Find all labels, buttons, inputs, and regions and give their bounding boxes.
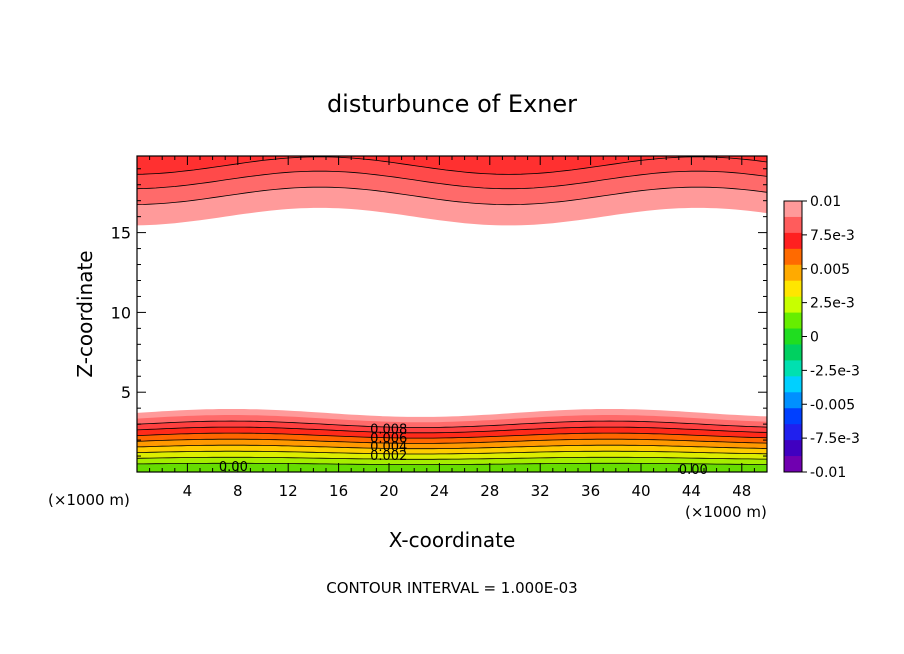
colorbar-label: 2.5e-3 — [810, 296, 855, 312]
y-tick-label: 5 — [121, 383, 131, 402]
colorbar-swatch — [784, 424, 802, 441]
y-tick-label: 10 — [111, 303, 131, 322]
colorbar-swatch — [784, 408, 802, 425]
x-tick-label: 4 — [183, 482, 193, 500]
colorbar-label: -0.005 — [810, 397, 855, 413]
x-tick-label: 16 — [329, 482, 348, 500]
colorbar-swatch — [784, 376, 802, 393]
x-tick-label: 8 — [233, 482, 243, 500]
upper-contour-band — [137, 156, 767, 175]
colorbar-swatch — [784, 344, 802, 361]
axis-ticks — [137, 156, 767, 472]
colorbar-swatch — [784, 328, 802, 345]
x-unit-right: (×1000 m) — [685, 503, 767, 521]
chart-title: disturbunce of Exner — [327, 90, 577, 118]
colorbar: 0.01 7.5e-3 0.005 2.5e-3 0 -2.5e-3 -0.005 -7.5e… — [783, 194, 860, 481]
x-tick-label: 20 — [379, 482, 398, 500]
contour-label: 0.008 — [370, 423, 407, 438]
colorbar-label: 7.5e-3 — [810, 228, 855, 244]
y-tick-label: 15 — [111, 224, 131, 243]
contour-label: 0.006 — [370, 431, 407, 446]
x-tick-label: 24 — [430, 482, 449, 500]
contour-label: 0.002 — [370, 449, 407, 464]
x-tick-label: 12 — [279, 482, 298, 500]
colorbar-swatch — [784, 360, 802, 377]
colorbar-label: 0.005 — [810, 262, 850, 278]
x-axis-label: X-coordinate — [389, 528, 516, 552]
colorbar-swatch — [784, 392, 802, 409]
colorbar-swatch — [784, 232, 802, 250]
colorbar-swatch — [784, 312, 802, 330]
x-unit-left: (×1000 m) — [48, 491, 130, 509]
colorbar-swatch — [784, 264, 802, 282]
colorbar-swatch — [784, 216, 802, 234]
contour-label: 0.00 — [219, 460, 248, 475]
x-tick-label: 48 — [732, 482, 751, 500]
x-tick-label: 32 — [531, 482, 550, 500]
colorbar-label: -7.5e-3 — [810, 431, 860, 447]
lower-contour-band — [137, 462, 767, 472]
colorbar-label: -0.01 — [810, 465, 846, 481]
colorbar-label: 0 — [810, 330, 819, 346]
colorbar-label: -2.5e-3 — [810, 363, 860, 379]
x-tick-label: 36 — [581, 482, 600, 500]
colorbar-swatch — [784, 440, 802, 457]
contour-fill-group — [137, 156, 767, 472]
contour-label: 0.004 — [370, 440, 407, 455]
colorbar-swatch — [784, 456, 802, 473]
colorbar-swatch — [784, 201, 802, 218]
x-tick-label: 28 — [480, 482, 499, 500]
contour-label: 0.00 — [679, 463, 708, 478]
colorbar-swatch — [784, 280, 802, 298]
contour-interval-note: CONTOUR INTERVAL = 1.000E-03 — [326, 579, 577, 597]
x-tick-label: 44 — [682, 482, 701, 500]
colorbar-swatch — [784, 248, 802, 266]
colorbar-swatch — [784, 296, 802, 314]
y-axis-label: Z-coordinate — [73, 250, 97, 377]
colorbar-label: 0.01 — [810, 194, 841, 210]
x-tick-label: 40 — [631, 482, 650, 500]
